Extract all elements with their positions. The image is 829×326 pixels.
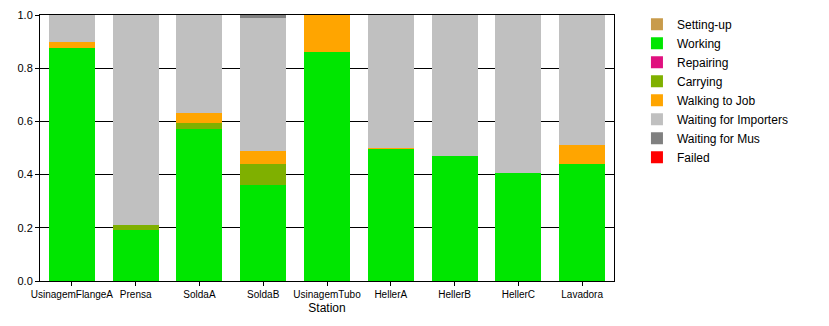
svg-text:UsinagemTubo: UsinagemTubo (293, 289, 361, 300)
svg-text:SoldaA: SoldaA (183, 289, 216, 300)
svg-text:Working: Working (677, 37, 721, 51)
svg-text:HellerC: HellerC (502, 289, 535, 300)
svg-text:HellerA: HellerA (374, 289, 407, 300)
svg-text:SoldaB: SoldaB (247, 289, 280, 300)
svg-text:Repairing: Repairing (677, 56, 728, 70)
svg-text:Walking to Job: Walking to Job (677, 94, 756, 108)
svg-text:0.4: 0.4 (18, 168, 33, 180)
svg-text:HellerB: HellerB (438, 289, 471, 300)
svg-text:1.0: 1.0 (18, 9, 33, 21)
svg-text:0.6: 0.6 (18, 115, 33, 127)
svg-text:Station: Station (308, 301, 345, 315)
svg-text:Waiting for Mus: Waiting for Mus (677, 132, 760, 146)
svg-text:Waiting for Importers: Waiting for Importers (677, 113, 788, 127)
svg-text:0.2: 0.2 (18, 222, 33, 234)
svg-text:0.8: 0.8 (18, 62, 33, 74)
svg-text:Failed: Failed (677, 151, 710, 165)
svg-text:Lavadora: Lavadora (561, 289, 603, 300)
svg-text:0.0: 0.0 (18, 275, 33, 287)
svg-text:UsinagemFlangeA: UsinagemFlangeA (31, 289, 114, 300)
svg-text:Setting-up: Setting-up (677, 18, 732, 32)
svg-text:Carrying: Carrying (677, 75, 722, 89)
svg-text:Prensa: Prensa (120, 289, 152, 300)
